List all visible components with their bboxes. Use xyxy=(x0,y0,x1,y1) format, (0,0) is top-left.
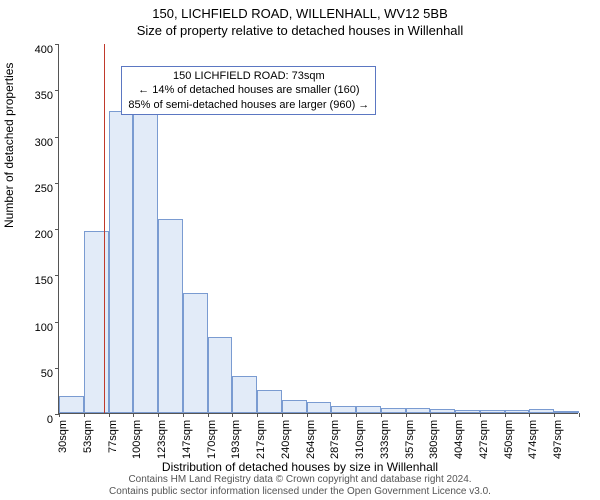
histogram-bar xyxy=(183,293,208,413)
y-tick-label: 300 xyxy=(23,137,53,149)
x-tick-label: 193sqm xyxy=(230,420,242,459)
y-tick-label: 200 xyxy=(23,229,53,241)
histogram-bar xyxy=(455,410,480,413)
x-tick-label: 357sqm xyxy=(404,420,416,459)
histogram-bar xyxy=(480,410,505,413)
histogram-bar xyxy=(282,400,307,413)
credits: Contains HM Land Registry data © Crown c… xyxy=(0,474,600,500)
x-tick-label: 77sqm xyxy=(107,420,119,453)
x-tick-label: 497sqm xyxy=(552,420,564,459)
plot-area: 05010015020025030035040030sqm53sqm77sqm1… xyxy=(58,44,578,414)
y-tick-label: 400 xyxy=(23,44,53,56)
x-tick-label: 147sqm xyxy=(181,420,193,459)
histogram-bar xyxy=(381,408,406,413)
x-tick-label: 30sqm xyxy=(57,420,69,453)
annotation-box: 150 LICHFIELD ROAD: 73sqm← 14% of detach… xyxy=(121,66,376,115)
x-tick-label: 123sqm xyxy=(156,420,168,459)
histogram-bar xyxy=(232,376,257,413)
histogram-bar xyxy=(430,409,455,413)
histogram-bar xyxy=(307,402,332,413)
y-tick-label: 150 xyxy=(23,275,53,287)
histogram-bar xyxy=(208,337,233,413)
y-tick-label: 50 xyxy=(23,368,53,380)
y-tick-label: 350 xyxy=(23,90,53,102)
histogram-bar xyxy=(505,410,530,413)
subtitle: Size of property relative to detached ho… xyxy=(0,21,600,38)
x-tick-label: 404sqm xyxy=(453,420,465,459)
x-tick-label: 427sqm xyxy=(478,420,490,459)
annotation-line: ← 14% of detached houses are smaller (16… xyxy=(128,83,369,97)
x-tick-label: 310sqm xyxy=(354,420,366,459)
histogram-bar xyxy=(356,406,381,413)
histogram-bar xyxy=(158,219,183,413)
credits-line2: Contains public sector information licen… xyxy=(0,486,600,498)
histogram-bar xyxy=(331,406,356,413)
x-axis-label: Distribution of detached houses by size … xyxy=(0,460,600,474)
histogram-bar xyxy=(554,411,579,413)
x-tick-label: 53sqm xyxy=(82,420,94,453)
histogram-bar xyxy=(529,409,554,413)
histogram-bar xyxy=(406,408,431,413)
x-tick-label: 450sqm xyxy=(503,420,515,459)
address-title: 150, LICHFIELD ROAD, WILLENHALL, WV12 5B… xyxy=(0,0,600,21)
x-tick-label: 287sqm xyxy=(329,420,341,459)
y-tick-label: 0 xyxy=(23,414,53,426)
histogram-bar xyxy=(257,390,282,413)
x-tick-label: 217sqm xyxy=(255,420,267,459)
y-axis-label: Number of detached properties xyxy=(2,63,16,228)
histogram-bar xyxy=(59,396,84,413)
property-marker-line xyxy=(104,44,105,413)
credits-line1: Contains HM Land Registry data © Crown c… xyxy=(0,474,600,486)
x-tick-label: 240sqm xyxy=(280,420,292,459)
y-tick-label: 100 xyxy=(23,322,53,334)
histogram-bar xyxy=(133,110,158,413)
x-tick-label: 170sqm xyxy=(206,420,218,459)
y-tick-label: 250 xyxy=(23,183,53,195)
x-tick-label: 474sqm xyxy=(527,420,539,459)
x-tick-label: 333sqm xyxy=(379,420,391,459)
x-tick-label: 380sqm xyxy=(428,420,440,459)
x-tick-label: 100sqm xyxy=(131,420,143,459)
annotation-line: 150 LICHFIELD ROAD: 73sqm xyxy=(128,69,369,83)
annotation-line: 85% of semi-detached houses are larger (… xyxy=(128,98,369,112)
chart-container: 05010015020025030035040030sqm53sqm77sqm1… xyxy=(58,44,578,414)
x-tick-label: 264sqm xyxy=(305,420,317,459)
histogram-bar xyxy=(109,111,134,413)
